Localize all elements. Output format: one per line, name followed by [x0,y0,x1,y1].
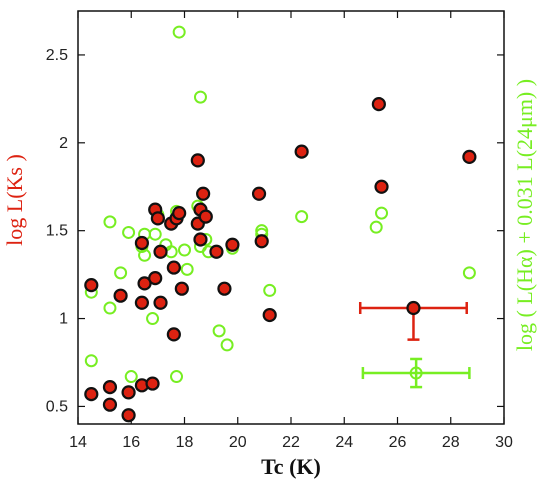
ha-point [122,225,136,239]
x-axis: 14 16 18 20 22 24 26 28 30 [69,11,513,451]
ha-point [212,324,226,338]
y-tick-label: 0.5 [46,398,68,415]
ha-point [462,266,476,280]
x-tick-label: 22 [282,434,300,451]
ks-point [84,387,99,402]
x-tick-label: 28 [442,434,460,451]
ha-point [103,215,117,229]
y-axis: 0.5 1 1.5 2 2.5 [46,47,504,415]
ks-point [174,281,189,296]
ha-point [375,206,389,220]
ks-point [134,295,149,310]
ha-point [295,210,309,224]
ks-point [113,288,128,303]
ks-point [102,379,118,395]
ks-point [198,209,213,224]
y-tick-label: 2 [59,135,68,152]
ha-point [138,248,152,262]
ha-point [146,312,160,326]
ks-point [193,232,208,247]
ks-point [153,244,168,259]
ks-point [462,149,477,164]
y2-axis-title: log ( L(Hα) + 0.031 L(24μm) ) [512,79,537,351]
series-ha [84,25,476,384]
ha-point [124,370,138,384]
ks-point [84,278,99,293]
error-bars [358,300,471,389]
ha-point [114,266,128,280]
y-tick-label: 1 [59,311,68,328]
ks-point [102,397,118,412]
ks-point [262,307,277,323]
ha-point [178,243,191,257]
ha-point [170,370,184,384]
x-tick-label: 30 [495,434,513,451]
ks-point [148,271,163,286]
error-marker-ha [409,366,423,380]
x-tick-label: 24 [335,434,353,451]
ha-point [220,338,234,352]
y-tick-label: 1.5 [46,223,68,240]
ks-point [150,211,165,226]
ks-point [217,281,232,296]
ks-point [294,144,309,159]
y-tick-label: 2.5 [46,47,68,64]
ks-point [145,376,160,391]
ks-point [134,235,149,251]
ha-point [148,227,162,241]
x-axis-title: Tc (K) [261,454,321,479]
ha-point [103,301,117,315]
ks-point [371,97,386,112]
ks-point [121,385,136,400]
ha-point [84,354,98,368]
ks-point [166,260,181,275]
ks-point [209,244,224,259]
ks-point [166,327,181,342]
plot-frame [77,10,505,425]
ks-point [190,153,205,168]
error-marker-ks [406,300,421,316]
ks-point [374,179,389,194]
x-tick-label: 26 [389,434,407,451]
series-ks [84,97,477,423]
ks-point [172,206,187,221]
ha-point [193,90,207,104]
ks-point [225,237,240,252]
ha-point [180,262,194,276]
x-tick-label: 14 [69,434,87,451]
ks-point [121,408,136,423]
y-axis-title: log L(Ks ) [2,154,27,246]
ks-point [153,295,168,310]
ks-point [254,234,269,249]
ks-point [196,186,211,201]
ha-point [369,220,383,234]
x-tick-label: 16 [122,434,140,451]
x-tick-label: 18 [176,434,194,451]
ks-point [251,186,267,201]
x-tick-label: 20 [229,434,247,451]
ha-point [172,25,186,39]
ha-point [263,283,277,297]
